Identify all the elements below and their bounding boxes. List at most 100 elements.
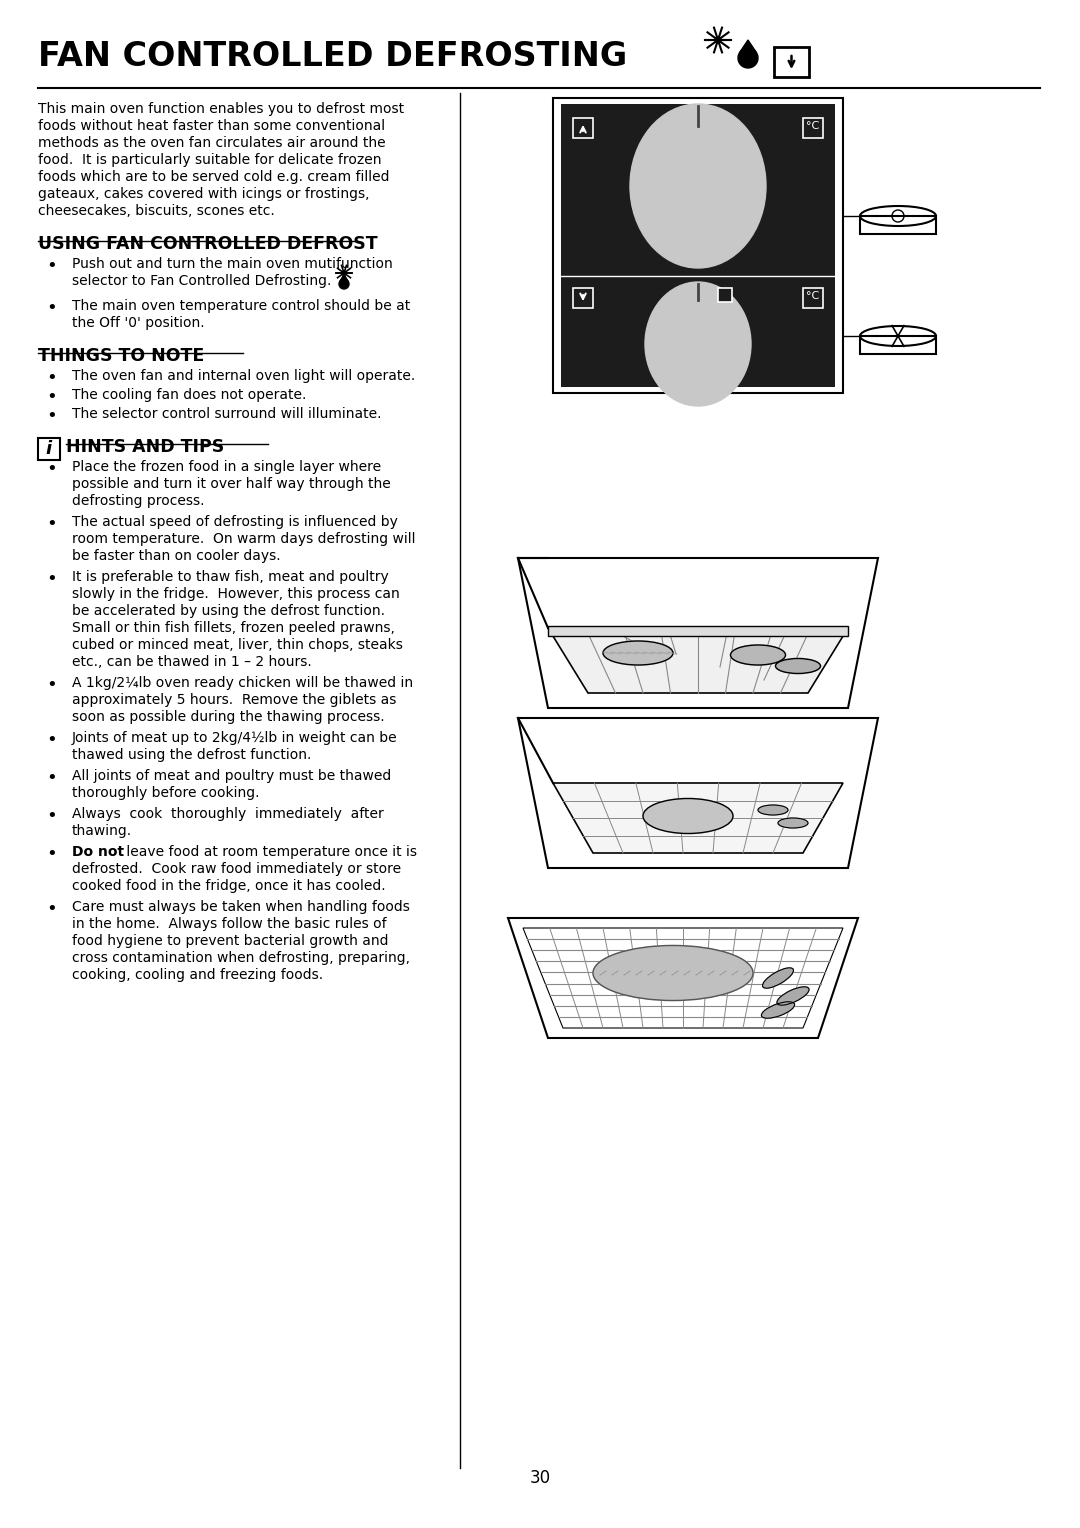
Text: The actual speed of defrosting is influenced by: The actual speed of defrosting is influe… bbox=[72, 515, 397, 529]
Ellipse shape bbox=[645, 283, 751, 406]
Text: defrosting process.: defrosting process. bbox=[72, 494, 204, 507]
Polygon shape bbox=[740, 40, 756, 52]
Text: •: • bbox=[46, 675, 57, 694]
Text: •: • bbox=[46, 807, 57, 825]
Text: gateaux, cakes covered with icings or frostings,: gateaux, cakes covered with icings or fr… bbox=[38, 186, 369, 202]
Circle shape bbox=[339, 280, 349, 289]
Text: etc., can be thawed in 1 – 2 hours.: etc., can be thawed in 1 – 2 hours. bbox=[72, 656, 312, 669]
Text: °C: °C bbox=[807, 290, 820, 301]
Ellipse shape bbox=[860, 225, 936, 244]
Text: •: • bbox=[46, 257, 57, 275]
Text: cheesecakes, biscuits, scones etc.: cheesecakes, biscuits, scones etc. bbox=[38, 205, 274, 219]
Text: approximately 5 hours.  Remove the giblets as: approximately 5 hours. Remove the giblet… bbox=[72, 694, 396, 707]
Text: The oven fan and internal oven light will operate.: The oven fan and internal oven light wil… bbox=[72, 368, 415, 384]
FancyBboxPatch shape bbox=[860, 215, 936, 234]
Ellipse shape bbox=[730, 645, 785, 665]
Text: The selector control surround will illuminate.: The selector control surround will illum… bbox=[72, 406, 381, 422]
Text: 30: 30 bbox=[529, 1468, 551, 1487]
Text: Joints of meat up to 2kg/4½lb in weight can be: Joints of meat up to 2kg/4½lb in weight … bbox=[72, 730, 397, 746]
Ellipse shape bbox=[775, 659, 821, 674]
FancyBboxPatch shape bbox=[718, 287, 732, 303]
Text: HINTS AND TIPS: HINTS AND TIPS bbox=[66, 439, 225, 455]
Text: foods without heat faster than some conventional: foods without heat faster than some conv… bbox=[38, 119, 386, 133]
Text: thoroughly before cooking.: thoroughly before cooking. bbox=[72, 785, 259, 801]
Text: •: • bbox=[46, 570, 57, 588]
Text: cooking, cooling and freezing foods.: cooking, cooling and freezing foods. bbox=[72, 969, 323, 983]
Text: •: • bbox=[46, 900, 57, 918]
Text: foods which are to be served cold e.g. cream filled: foods which are to be served cold e.g. c… bbox=[38, 170, 390, 183]
Text: i: i bbox=[46, 440, 52, 458]
Ellipse shape bbox=[762, 967, 794, 989]
Text: A 1kg/2¼lb oven ready chicken will be thawed in: A 1kg/2¼lb oven ready chicken will be th… bbox=[72, 675, 414, 691]
Ellipse shape bbox=[758, 805, 788, 814]
Ellipse shape bbox=[860, 344, 936, 364]
Text: •: • bbox=[46, 769, 57, 787]
Polygon shape bbox=[553, 782, 843, 853]
Text: Always  cook  thoroughly  immediately  after: Always cook thoroughly immediately after bbox=[72, 807, 383, 821]
Text: the Off '0' position.: the Off '0' position. bbox=[72, 316, 204, 330]
Text: methods as the oven fan circulates air around the: methods as the oven fan circulates air a… bbox=[38, 136, 386, 150]
FancyBboxPatch shape bbox=[553, 98, 843, 393]
Text: cross contamination when defrosting, preparing,: cross contamination when defrosting, pre… bbox=[72, 950, 410, 966]
Text: It is preferable to thaw fish, meat and poultry: It is preferable to thaw fish, meat and … bbox=[72, 570, 389, 584]
Text: THINGS TO NOTE: THINGS TO NOTE bbox=[38, 347, 204, 365]
Text: Place the frozen food in a single layer where: Place the frozen food in a single layer … bbox=[72, 460, 381, 474]
FancyBboxPatch shape bbox=[804, 287, 823, 309]
FancyBboxPatch shape bbox=[860, 336, 936, 354]
Text: °C: °C bbox=[807, 121, 820, 131]
FancyBboxPatch shape bbox=[774, 47, 809, 76]
Text: selector to Fan Controlled Defrosting.: selector to Fan Controlled Defrosting. bbox=[72, 274, 332, 287]
Text: •: • bbox=[46, 406, 57, 425]
Text: •: • bbox=[46, 460, 57, 478]
Text: •: • bbox=[46, 845, 57, 863]
Text: possible and turn it over half way through the: possible and turn it over half way throu… bbox=[72, 477, 391, 490]
FancyBboxPatch shape bbox=[561, 104, 835, 387]
Text: •: • bbox=[46, 368, 57, 387]
Ellipse shape bbox=[593, 946, 753, 1001]
Polygon shape bbox=[508, 918, 858, 1038]
Text: Push out and turn the main oven mutifunction: Push out and turn the main oven mutifunc… bbox=[72, 257, 393, 270]
Text: USING FAN CONTROLLED DEFROST: USING FAN CONTROLLED DEFROST bbox=[38, 235, 378, 254]
Polygon shape bbox=[548, 626, 848, 636]
Text: All joints of meat and poultry must be thawed: All joints of meat and poultry must be t… bbox=[72, 769, 391, 782]
Text: be faster than on cooler days.: be faster than on cooler days. bbox=[72, 549, 281, 562]
Text: thawing.: thawing. bbox=[72, 824, 132, 837]
Text: food hygiene to prevent bacterial growth and: food hygiene to prevent bacterial growth… bbox=[72, 934, 389, 947]
FancyBboxPatch shape bbox=[573, 287, 593, 309]
Text: •: • bbox=[46, 299, 57, 316]
Text: •: • bbox=[46, 515, 57, 533]
Ellipse shape bbox=[603, 642, 673, 665]
Circle shape bbox=[342, 270, 346, 275]
Text: •: • bbox=[46, 730, 57, 749]
FancyBboxPatch shape bbox=[573, 118, 593, 138]
Ellipse shape bbox=[777, 987, 809, 1005]
Ellipse shape bbox=[630, 104, 766, 267]
Text: leave food at room temperature once it is: leave food at room temperature once it i… bbox=[122, 845, 417, 859]
Text: room temperature.  On warm days defrosting will: room temperature. On warm days defrostin… bbox=[72, 532, 416, 545]
Polygon shape bbox=[548, 628, 848, 694]
Ellipse shape bbox=[761, 1002, 795, 1018]
Text: slowly in the fridge.  However, this process can: slowly in the fridge. However, this proc… bbox=[72, 587, 400, 601]
Text: This main oven function enables you to defrost most: This main oven function enables you to d… bbox=[38, 102, 404, 116]
Circle shape bbox=[715, 37, 721, 43]
Text: soon as possible during the thawing process.: soon as possible during the thawing proc… bbox=[72, 711, 384, 724]
Text: in the home.  Always follow the basic rules of: in the home. Always follow the basic rul… bbox=[72, 917, 387, 931]
Text: Do not: Do not bbox=[72, 845, 124, 859]
Text: •: • bbox=[46, 388, 57, 406]
Text: thawed using the defrost function.: thawed using the defrost function. bbox=[72, 749, 311, 762]
Text: food.  It is particularly suitable for delicate frozen: food. It is particularly suitable for de… bbox=[38, 153, 381, 167]
Text: FAN CONTROLLED DEFROSTING: FAN CONTROLLED DEFROSTING bbox=[38, 40, 627, 73]
Polygon shape bbox=[340, 275, 348, 281]
Ellipse shape bbox=[643, 799, 733, 833]
Text: cubed or minced meat, liver, thin chops, steaks: cubed or minced meat, liver, thin chops,… bbox=[72, 639, 403, 652]
FancyBboxPatch shape bbox=[38, 439, 60, 460]
Text: Care must always be taken when handling foods: Care must always be taken when handling … bbox=[72, 900, 410, 914]
Text: Small or thin fish fillets, frozen peeled prawns,: Small or thin fish fillets, frozen peele… bbox=[72, 620, 395, 636]
Text: The main oven temperature control should be at: The main oven temperature control should… bbox=[72, 299, 410, 313]
Circle shape bbox=[738, 47, 758, 69]
Text: The cooling fan does not operate.: The cooling fan does not operate. bbox=[72, 388, 307, 402]
Ellipse shape bbox=[778, 817, 808, 828]
Text: defrosted.  Cook raw food immediately or store: defrosted. Cook raw food immediately or … bbox=[72, 862, 401, 876]
Text: cooked food in the fridge, once it has cooled.: cooked food in the fridge, once it has c… bbox=[72, 879, 386, 892]
FancyBboxPatch shape bbox=[804, 118, 823, 138]
